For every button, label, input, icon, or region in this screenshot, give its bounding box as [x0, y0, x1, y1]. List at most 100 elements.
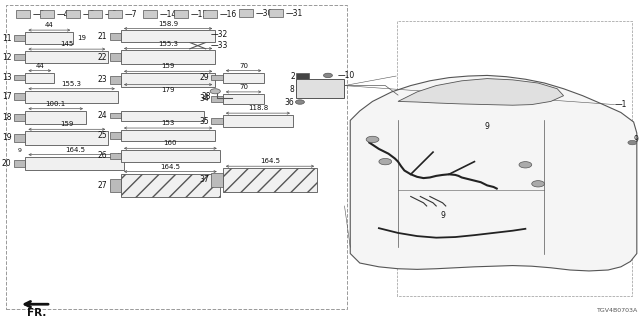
Text: 20: 20: [2, 159, 12, 168]
Text: —30: —30: [255, 9, 273, 18]
Text: 19: 19: [77, 35, 86, 41]
Bar: [211, 96, 223, 102]
Text: —7: —7: [125, 10, 138, 19]
Bar: [14, 93, 26, 100]
Circle shape: [519, 162, 532, 168]
Text: FR.: FR.: [27, 308, 46, 318]
Text: 159: 159: [161, 63, 175, 69]
Bar: [26, 91, 118, 103]
Text: 8: 8: [289, 85, 294, 94]
Circle shape: [296, 100, 305, 104]
Bar: [108, 10, 122, 18]
Bar: [223, 168, 317, 192]
Text: —5: —5: [82, 10, 95, 19]
Circle shape: [210, 89, 220, 94]
Bar: [174, 10, 188, 18]
Bar: [14, 114, 26, 121]
Text: 164.5: 164.5: [260, 158, 280, 164]
Text: 36: 36: [284, 98, 294, 107]
Bar: [121, 150, 220, 162]
Bar: [269, 9, 284, 17]
Text: 35: 35: [199, 116, 209, 125]
Text: 12: 12: [2, 52, 12, 61]
Circle shape: [366, 136, 379, 143]
Bar: [223, 115, 293, 127]
Polygon shape: [398, 79, 564, 105]
Bar: [109, 76, 121, 84]
Bar: [14, 160, 26, 167]
Circle shape: [628, 140, 637, 145]
Bar: [121, 30, 215, 43]
Bar: [121, 111, 204, 121]
Bar: [296, 79, 344, 98]
Text: 37: 37: [199, 175, 209, 185]
Text: 13: 13: [2, 73, 12, 82]
Bar: [223, 73, 264, 83]
Bar: [14, 75, 26, 80]
Bar: [40, 10, 54, 18]
Text: 164.5: 164.5: [65, 147, 85, 153]
Text: —14: —14: [160, 10, 177, 19]
Text: 164.5: 164.5: [161, 164, 180, 170]
Text: 179: 179: [161, 86, 175, 92]
Circle shape: [379, 158, 392, 165]
Bar: [121, 73, 215, 86]
Text: 9: 9: [484, 122, 490, 131]
Bar: [14, 54, 26, 60]
Bar: [26, 156, 124, 170]
Bar: [26, 73, 54, 83]
Bar: [121, 130, 215, 141]
Text: 34: 34: [199, 94, 209, 103]
Text: 145: 145: [60, 41, 74, 47]
Text: —10: —10: [337, 71, 355, 80]
Bar: [6, 5, 347, 309]
Text: —6: —6: [104, 10, 117, 19]
Bar: [121, 50, 215, 64]
Text: 29: 29: [199, 73, 209, 82]
Text: 18: 18: [2, 113, 12, 122]
Bar: [109, 153, 121, 159]
Text: 153: 153: [161, 120, 175, 126]
Text: —15: —15: [191, 10, 207, 19]
Text: —31: —31: [286, 9, 303, 18]
Text: 100.1: 100.1: [45, 101, 66, 107]
Bar: [121, 173, 220, 197]
Text: —1: —1: [614, 100, 627, 109]
Bar: [65, 10, 79, 18]
Bar: [109, 179, 121, 192]
Text: 70: 70: [239, 63, 248, 69]
Bar: [88, 10, 102, 18]
Text: 27: 27: [97, 181, 107, 190]
Text: —4: —4: [57, 10, 69, 19]
Text: 44: 44: [35, 63, 44, 69]
Bar: [211, 75, 223, 80]
Bar: [211, 173, 223, 187]
Bar: [26, 32, 73, 44]
Text: 118.8: 118.8: [248, 105, 268, 111]
Text: 155.3: 155.3: [158, 41, 178, 47]
Bar: [296, 73, 309, 79]
Bar: [109, 113, 121, 118]
Polygon shape: [350, 76, 637, 271]
Text: 9: 9: [18, 148, 22, 153]
Text: —16: —16: [220, 10, 237, 19]
Text: 2: 2: [290, 72, 295, 81]
Text: —33: —33: [210, 41, 227, 50]
Text: 23: 23: [97, 75, 107, 84]
Text: 155.3: 155.3: [61, 81, 82, 87]
Text: —32: —32: [210, 30, 227, 39]
Text: 22: 22: [97, 52, 107, 61]
Bar: [211, 118, 223, 124]
Circle shape: [532, 180, 545, 187]
Text: —3: —3: [33, 10, 45, 19]
Bar: [143, 10, 157, 18]
Text: 17: 17: [2, 92, 12, 101]
Text: 21: 21: [97, 32, 107, 41]
Bar: [223, 94, 264, 104]
Bar: [203, 10, 217, 18]
Text: 25: 25: [97, 131, 107, 140]
Text: 19: 19: [2, 133, 12, 142]
Text: 28: 28: [202, 92, 211, 101]
Text: 70: 70: [239, 84, 248, 90]
Bar: [109, 53, 121, 61]
